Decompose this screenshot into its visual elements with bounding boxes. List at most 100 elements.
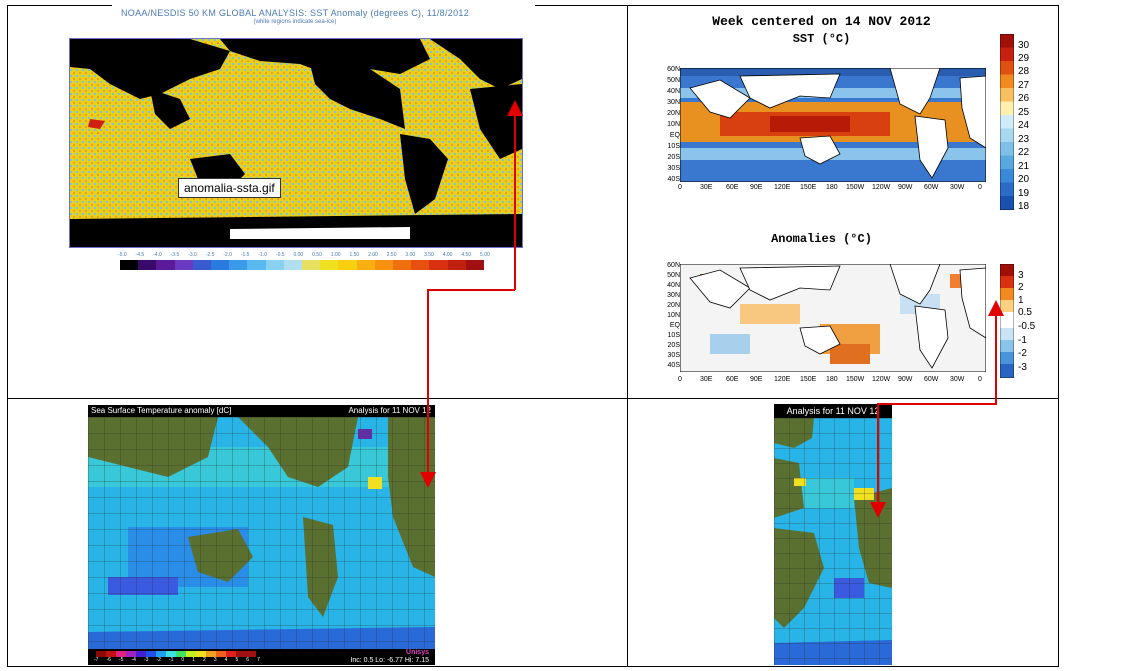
scale-label: 3.00 — [405, 252, 416, 258]
atlantic-sst-anomaly-map: Analysis for 11 NOV 12 — [774, 404, 892, 665]
lat-label: 20S — [667, 342, 680, 349]
scale-label: -2.0 — [223, 252, 232, 258]
unisys-scale-label: -6 — [106, 657, 111, 663]
lon-label: 30W — [950, 376, 965, 383]
table-top-left-rule — [8, 5, 112, 6]
unisys-scale-label: -2 — [156, 657, 161, 663]
noaa-map-subtitle: (white regions indicate sea-ice) — [253, 19, 337, 25]
anomaly-scale-label: -1 — [1018, 335, 1027, 346]
scale-label: 1.00 — [330, 252, 341, 258]
scale-label: 5.00 — [480, 252, 490, 258]
scale-label: 2.00 — [368, 252, 378, 258]
lat-label: 30S — [667, 352, 680, 359]
scale-label: 3.50 — [424, 252, 434, 258]
lat-label: 50N — [667, 77, 680, 84]
lat-label: 40N — [667, 282, 680, 289]
table-top-right-rule — [628, 5, 1058, 6]
noaa-scale-labels: -5.0 -4.5 -4.0 -3.5 -3.0 -2.5 -2.0 -1.5 … — [118, 252, 490, 260]
lon-label: 120E — [774, 376, 791, 383]
table-center-divider — [627, 5, 628, 667]
unisys-scale-label: 3 — [213, 657, 217, 663]
lon-label: 120W — [872, 376, 891, 383]
unisys-scale-label: -5 — [118, 657, 124, 663]
lon-label: 150E — [800, 184, 817, 191]
anomaly-scale-label: -2 — [1018, 348, 1027, 359]
scale-label: 4.00 — [442, 252, 453, 258]
lon-label: 0 — [678, 184, 682, 191]
table-right-border — [1058, 5, 1059, 667]
anomaly-colorbar — [1000, 264, 1014, 378]
lon-label: 0 — [978, 376, 982, 383]
unisys-scale-label: -4 — [131, 657, 136, 663]
lon-label: 90E — [750, 184, 763, 191]
anomaly-scale-label: 0.5 — [1018, 307, 1032, 318]
sst-scale-label: 29 — [1018, 53, 1030, 64]
lat-label: 50N — [667, 272, 680, 279]
image-caption-label: anomalia-ssta.gif — [178, 178, 281, 198]
lon-label: 150W — [846, 184, 865, 191]
sst-scale-label: 20 — [1018, 174, 1030, 185]
noaa-map-image — [69, 38, 523, 248]
sst-scale-label: 26 — [1018, 93, 1030, 104]
lon-label: 180 — [826, 376, 838, 383]
anomaly-scale-label: 2 — [1018, 282, 1024, 293]
noaa-map-graphic — [70, 39, 522, 247]
unisys-scale-label: -7 — [94, 657, 99, 663]
unisys-scale-label: 0 — [181, 657, 185, 663]
sst-colorbar — [1000, 34, 1014, 210]
lon-label: 30E — [700, 184, 713, 191]
noaa-color-scale — [120, 260, 485, 270]
unisys-header-date: Analysis for 11 NOV 12 — [348, 406, 431, 415]
table-top-mid-rule — [535, 5, 628, 6]
scale-label: -1.0 — [258, 252, 267, 258]
scale-label: 0.50 — [312, 252, 322, 258]
lon-label: 60E — [726, 376, 739, 383]
lon-label: 90E — [750, 376, 763, 383]
lon-label: 90W — [898, 376, 913, 383]
sst-scale-label: 27 — [1018, 80, 1030, 91]
lat-label: 20N — [667, 302, 680, 309]
unisys-scale-label: 5 — [235, 657, 239, 663]
sst-scale-label: 23 — [1018, 134, 1030, 145]
unisys-header-title: Sea Surface Temperature anomaly [dC] — [91, 406, 232, 415]
lon-label: 30W — [950, 184, 965, 191]
scale-label: -3.0 — [188, 252, 197, 258]
lat-label: 40S — [667, 362, 680, 369]
anomaly-scale-label: 3 — [1018, 270, 1024, 281]
lat-label: EQ — [669, 322, 680, 329]
unisys-stats: Inc: 0.5 Lo: -6.77 Hi: 7.15 — [350, 657, 429, 664]
lat-label: EQ — [669, 132, 680, 139]
unisys-footer: -7 -6 -5 -4 -3 -2 -1 0 1 2 3 4 5 6 7 Uni… — [88, 649, 435, 665]
atlantic-map-graphic — [774, 418, 892, 665]
sst-map-label: SST (°C) — [792, 32, 851, 46]
scale-label: -0.5 — [275, 252, 285, 258]
lat-label: 30N — [667, 292, 680, 299]
sst-map-graphic — [680, 68, 986, 182]
scale-label: -4.5 — [135, 252, 145, 258]
weekly-title: Week centered on 14 NOV 2012 — [712, 14, 931, 29]
lon-label: 60W — [924, 376, 939, 383]
anomalies-map-label: Anomalies (°C) — [771, 232, 872, 246]
lat-label: 30S — [667, 165, 680, 172]
arrow-to-europe-unisys — [420, 289, 515, 488]
scale-label: 1.50 — [349, 252, 360, 258]
lon-label: 150E — [800, 376, 817, 383]
lon-label: 0 — [978, 184, 982, 191]
scale-label: -1.5 — [240, 252, 250, 258]
sst-scale-label: 22 — [1018, 147, 1030, 158]
sst-scale-label: 21 — [1018, 161, 1030, 172]
unisys-sst-anomaly-map: Sea Surface Temperature anomaly [dC] Ana… — [88, 405, 435, 665]
lon-label: 60E — [726, 184, 739, 191]
unisys-header: Sea Surface Temperature anomaly [dC] Ana… — [88, 405, 435, 417]
lat-label: 60N — [667, 66, 680, 73]
lon-label: 120W — [872, 184, 891, 191]
scale-label: -3.5 — [170, 252, 180, 258]
unisys-scale-bar — [96, 651, 256, 657]
lon-label: 150W — [846, 376, 865, 383]
sst-scale-label: 19 — [1018, 188, 1030, 199]
noaa-sst-anomaly-map: NOAA/NESDIS 50 KM GLOBAL ANALYSIS: SST A… — [62, 6, 528, 272]
lat-label: 20N — [667, 110, 680, 117]
anomaly-scale-label: -0.5 — [1018, 321, 1036, 332]
sst-scale-label: 30 — [1018, 40, 1030, 51]
